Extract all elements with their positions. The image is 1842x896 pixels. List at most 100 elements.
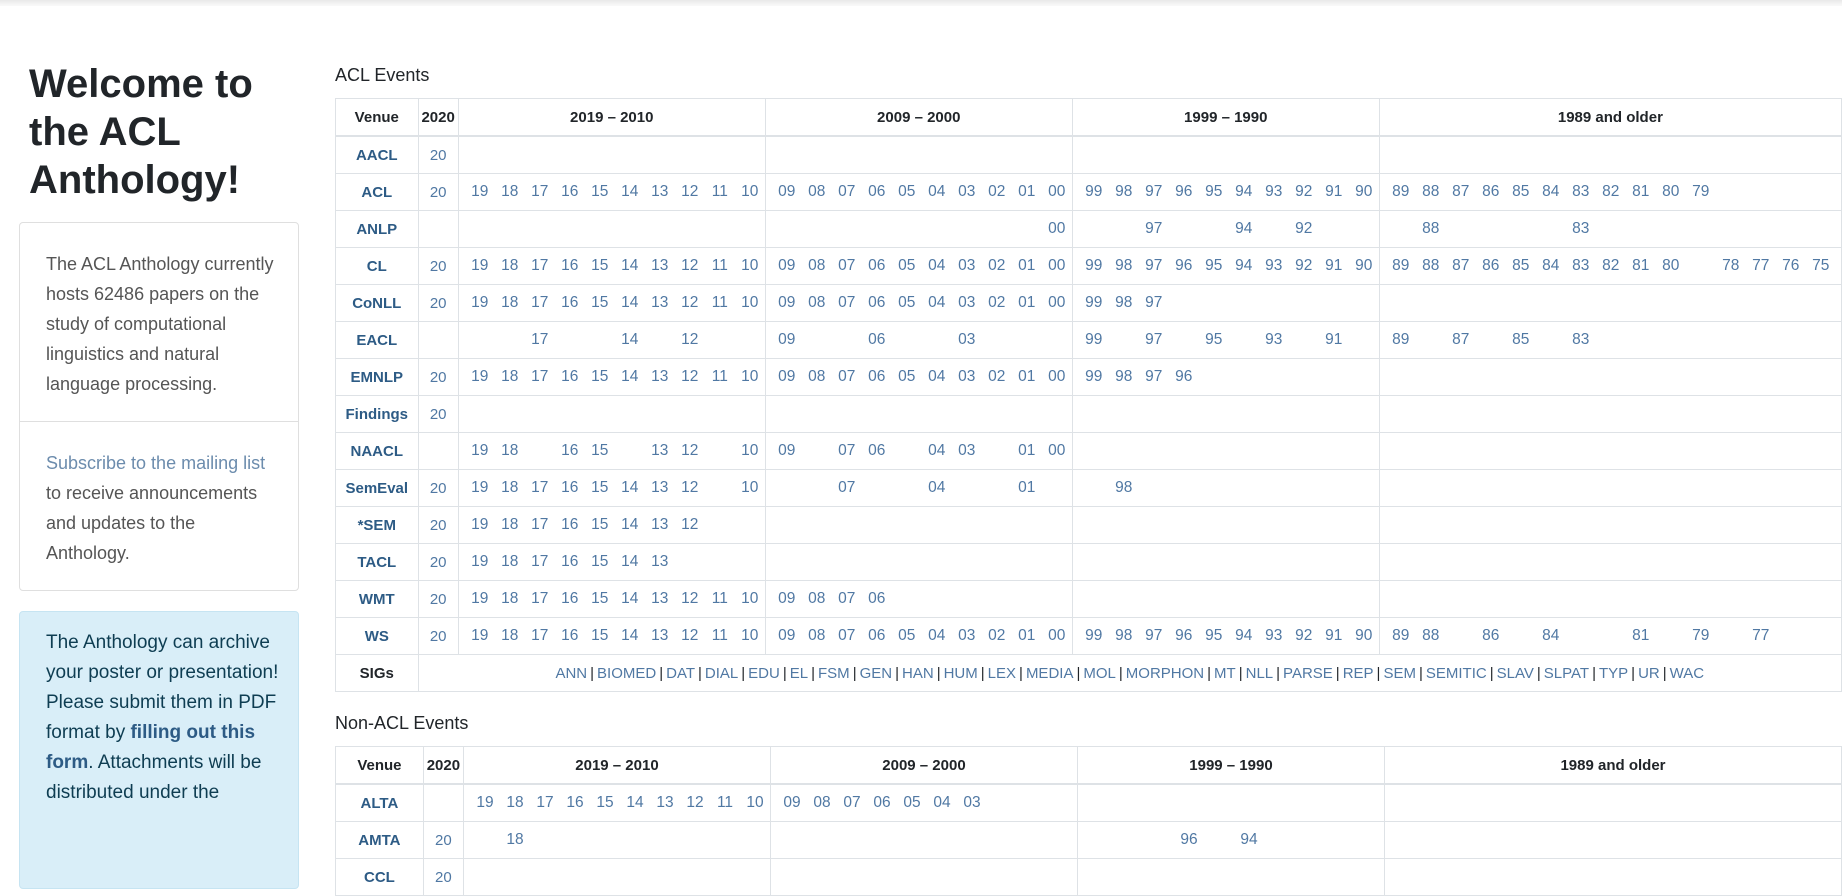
year-link[interactable]: 09	[778, 368, 796, 385]
year-link[interactable]: 15	[591, 627, 609, 644]
year-link[interactable]: 12	[681, 590, 699, 607]
year-link[interactable]: 92	[1295, 257, 1313, 274]
year-link[interactable]: 08	[808, 294, 826, 311]
year-link[interactable]: 11	[711, 294, 728, 311]
year-link[interactable]: 14	[621, 627, 639, 644]
year-link[interactable]: 10	[741, 442, 759, 459]
year-link[interactable]: 17	[531, 627, 549, 644]
year-link[interactable]: 96	[1175, 627, 1193, 644]
year-link[interactable]: 03	[963, 794, 981, 811]
year-link[interactable]: 01	[1018, 183, 1036, 200]
year-link[interactable]: 88	[1422, 257, 1440, 274]
year-link[interactable]: 95	[1205, 257, 1223, 274]
year-link[interactable]: 85	[1512, 257, 1530, 274]
year-link[interactable]: 09	[778, 442, 796, 459]
year-link[interactable]: 09	[778, 257, 796, 274]
sig-link[interactable]: MOL	[1083, 664, 1116, 682]
year-link[interactable]: 94	[1235, 257, 1253, 274]
year-link[interactable]: 03	[958, 627, 976, 644]
year-link[interactable]: 89	[1392, 257, 1410, 274]
year-link[interactable]: 96	[1175, 183, 1193, 200]
year-link[interactable]: 20	[429, 553, 447, 571]
year-link[interactable]: 00	[1048, 442, 1066, 459]
submission-form-link[interactable]: filling out this form	[46, 722, 256, 773]
year-link[interactable]: 86	[1482, 627, 1500, 644]
year-link[interactable]: 83	[1572, 220, 1590, 237]
year-link[interactable]: 20	[429, 479, 447, 497]
year-link[interactable]: 15	[591, 442, 609, 459]
year-link[interactable]: 97	[1145, 627, 1163, 644]
sig-link[interactable]: GEN	[859, 664, 893, 682]
year-link[interactable]: 20	[435, 868, 452, 886]
year-link[interactable]: 90	[1355, 183, 1373, 200]
year-link[interactable]: 19	[471, 294, 489, 311]
year-link[interactable]: 14	[621, 331, 639, 348]
year-link[interactable]: 09	[778, 590, 796, 607]
year-link[interactable]: 83	[1572, 331, 1590, 348]
year-link[interactable]: 03	[958, 183, 976, 200]
year-link[interactable]: 14	[621, 183, 639, 200]
year-link[interactable]: 13	[651, 479, 669, 496]
year-link[interactable]: 79	[1692, 183, 1710, 200]
year-link[interactable]: 07	[838, 368, 856, 385]
year-link[interactable]: 20	[429, 590, 447, 608]
year-link[interactable]: 06	[868, 442, 886, 459]
venue-link[interactable]: EMNLP	[350, 368, 404, 386]
sig-link[interactable]: DIAL	[704, 664, 739, 682]
venue-link[interactable]: WMT	[358, 590, 395, 608]
sig-link[interactable]: LEX	[987, 664, 1017, 682]
sig-link[interactable]: SLPAT	[1543, 664, 1590, 682]
year-link[interactable]: 91	[1325, 627, 1343, 644]
year-link[interactable]: 08	[808, 183, 826, 200]
year-link[interactable]: 08	[808, 627, 826, 644]
year-link[interactable]: 97	[1145, 183, 1163, 200]
year-link[interactable]: 13	[651, 627, 669, 644]
year-link[interactable]: 18	[501, 479, 519, 496]
year-link[interactable]: 09	[778, 183, 796, 200]
year-link[interactable]: 04	[928, 183, 946, 200]
year-link[interactable]: 02	[988, 294, 1006, 311]
year-link[interactable]: 06	[868, 294, 886, 311]
year-link[interactable]: 99	[1085, 331, 1103, 348]
year-link[interactable]: 14	[626, 794, 644, 811]
year-link[interactable]: 07	[843, 794, 861, 811]
year-link[interactable]: 16	[561, 442, 579, 459]
year-link[interactable]: 00	[1048, 368, 1066, 385]
year-link[interactable]: 16	[561, 479, 579, 496]
year-link[interactable]: 07	[838, 294, 856, 311]
year-link[interactable]: 07	[838, 479, 856, 496]
year-link[interactable]: 19	[476, 794, 494, 811]
year-link[interactable]: 80	[1662, 257, 1680, 274]
year-link[interactable]: 16	[561, 516, 579, 533]
year-link[interactable]: 06	[868, 257, 886, 274]
year-link[interactable]: 97	[1145, 331, 1163, 348]
year-link[interactable]: 20	[429, 627, 447, 645]
year-link[interactable]: 08	[808, 257, 826, 274]
year-link[interactable]: 13	[651, 183, 669, 200]
year-link[interactable]: 06	[873, 794, 891, 811]
year-link[interactable]: 11	[711, 257, 728, 274]
year-link[interactable]: 20	[429, 516, 447, 534]
year-link[interactable]: 20	[435, 831, 452, 849]
year-link[interactable]: 04	[928, 294, 946, 311]
year-link[interactable]: 12	[681, 479, 699, 496]
sig-link[interactable]: EDU	[748, 664, 780, 682]
year-link[interactable]: 98	[1115, 183, 1133, 200]
year-link[interactable]: 19	[471, 183, 489, 200]
year-link[interactable]: 10	[741, 294, 759, 311]
year-link[interactable]: 01	[1018, 627, 1036, 644]
year-link[interactable]: 05	[898, 183, 916, 200]
year-link[interactable]: 04	[928, 368, 946, 385]
year-link[interactable]: 19	[471, 257, 489, 274]
year-link[interactable]: 84	[1542, 627, 1560, 644]
year-link[interactable]: 18	[501, 368, 519, 385]
venue-link[interactable]: CCL	[363, 868, 395, 886]
year-link[interactable]: 05	[898, 294, 916, 311]
sig-link[interactable]: HUM	[943, 664, 978, 682]
year-link[interactable]: 13	[651, 368, 669, 385]
year-link[interactable]: 15	[591, 294, 609, 311]
sig-link[interactable]: ANN	[555, 664, 588, 682]
venue-link[interactable]: SemEval	[345, 479, 409, 497]
year-link[interactable]: 17	[531, 516, 549, 533]
year-link[interactable]: 17	[531, 331, 549, 348]
